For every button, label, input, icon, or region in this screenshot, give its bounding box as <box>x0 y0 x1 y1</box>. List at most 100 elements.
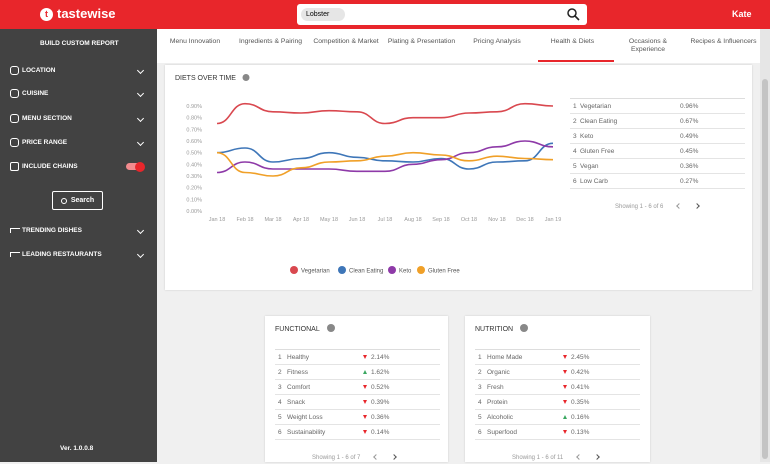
trend-row: 3 Comfort 0.52% <box>275 380 440 395</box>
trend-up <box>363 370 367 374</box>
prev-button[interactable] <box>676 203 683 209</box>
next-button[interactable] <box>594 454 601 460</box>
trend-down <box>563 430 567 434</box>
y-tick-label: 0.70% <box>186 127 202 133</box>
chevron[interactable] <box>136 114 145 123</box>
pagination-text: Showing 1 - 6 of 6 <box>615 204 664 210</box>
search-chip[interactable]: Lobster <box>301 8 346 21</box>
scrollbar[interactable] <box>760 29 770 462</box>
tab[interactable]: Competition & Market <box>313 38 379 45</box>
trend-down <box>363 385 367 389</box>
chevron[interactable] <box>136 250 145 259</box>
chains-toggle[interactable] <box>126 161 145 172</box>
x-tick-label: May 18 <box>320 217 338 223</box>
rank: 2 <box>278 368 282 376</box>
x-tick-label: Nov 18 <box>488 217 505 223</box>
rank: 3 <box>573 132 577 140</box>
next-button[interactable] <box>694 203 701 209</box>
prev-button[interactable] <box>373 454 380 460</box>
legend-label: Vegetarian <box>301 269 330 275</box>
user-name[interactable]: Kate <box>732 9 752 19</box>
rank: 1 <box>573 102 577 110</box>
diet-name: Low Carb <box>580 177 608 185</box>
tab[interactable]: Menu Innovation <box>169 38 221 45</box>
trend-row: 6 Sustainability 0.14% <box>275 425 440 440</box>
item-name: Home Made <box>487 353 523 361</box>
item-value: 0.36% <box>371 413 390 421</box>
tab[interactable]: Health & Diets <box>550 38 595 45</box>
y-tick-label: 0.40% <box>186 162 202 168</box>
item-value: 0.14% <box>371 428 390 436</box>
tab[interactable]: Occasions & Experience <box>628 38 668 53</box>
filter-icon <box>10 114 19 123</box>
legend-swatch <box>290 266 298 274</box>
rank: 1 <box>278 353 282 361</box>
legend-swatch <box>338 266 346 274</box>
trend-down <box>563 385 567 389</box>
scroll-thumb[interactable] <box>762 79 768 459</box>
ranking-table: 1 Vegetarian 0.96% 2 Clean Eating 0.67% 3 Keto 0… <box>570 98 745 213</box>
card-title: NUTRITION <box>475 326 514 333</box>
card-title: FUNCTIONAL <box>275 326 320 333</box>
y-tick-label: 0.80% <box>186 116 202 122</box>
tab[interactable]: Ingredients & Pairing <box>238 38 303 45</box>
diet-name: Vegetarian <box>580 102 612 110</box>
rank: 4 <box>573 147 577 155</box>
section-item[interactable]: LEADING RESTAURANTS <box>22 251 102 258</box>
toggle-knob <box>135 161 145 172</box>
filter-item[interactable]: LOCATION <box>22 67 56 74</box>
rank: 2 <box>573 117 577 125</box>
ranking-row: 1 Vegetarian 0.96% <box>570 99 745 114</box>
item-name: Sustainability <box>287 428 326 436</box>
item-name: Protein <box>487 398 508 406</box>
chevron[interactable] <box>136 138 145 147</box>
rank: 6 <box>573 177 577 185</box>
trend-table: 1 Healthy 2.14% 2 Fitness 1.62% 3 Comfort 0.52% 4… <box>275 349 440 440</box>
chevron[interactable] <box>136 66 145 75</box>
prev-button[interactable] <box>576 454 583 460</box>
search-icon[interactable] <box>567 8 580 21</box>
tab[interactable]: Pricing Analysis <box>473 38 521 45</box>
chart-card: DIETS OVER TIME 0.00% 0.10% 0.20% 0.30% 0.40%… <box>165 65 752 290</box>
diet-name: Gluten Free <box>580 147 615 155</box>
filter-icon <box>10 66 19 75</box>
search-button[interactable]: Search <box>52 191 103 210</box>
tab[interactable]: Plating & Presentation <box>387 38 456 45</box>
x-tick-label: Aug 18 <box>404 217 421 223</box>
filter-item[interactable]: CUISINE <box>22 90 49 97</box>
section-icon <box>10 228 20 233</box>
chevron[interactable] <box>136 226 145 235</box>
x-tick-label: Apr 18 <box>293 217 309 223</box>
x-tick-label: Sep 18 <box>432 217 449 223</box>
rank: 2 <box>478 368 482 376</box>
x-tick-label: Jan 18 <box>209 217 226 223</box>
search-box[interactable]: Lobster <box>297 4 587 25</box>
section-item[interactable]: TRENDING DISHES <box>22 227 82 234</box>
filter-item[interactable]: PRICE RANGE <box>22 139 68 146</box>
item-value: 2.45% <box>571 353 590 361</box>
item-value: 0.41% <box>571 383 590 391</box>
series-line <box>216 151 554 177</box>
next-button[interactable] <box>391 454 398 460</box>
item-value: 0.13% <box>571 428 590 436</box>
tab[interactable]: Recipes & Influencers <box>690 38 757 45</box>
item-value: 0.16% <box>571 413 590 421</box>
diet-value: 0.27% <box>680 177 699 185</box>
item-value: 2.14% <box>371 353 390 361</box>
diet-name: Keto <box>580 132 594 140</box>
rank: 5 <box>478 413 482 421</box>
item-name: Comfort <box>287 383 311 391</box>
table-rule <box>275 349 440 350</box>
filter-item[interactable]: MENU SECTION <box>22 115 72 122</box>
chains-icon <box>10 162 19 171</box>
pagination-text: Showing 1 - 6 of 7 <box>312 455 361 461</box>
section-icon <box>10 252 20 257</box>
trend-row: 4 Snack 0.39% <box>275 395 440 410</box>
legend-swatch <box>388 266 396 274</box>
rank: 6 <box>478 428 482 436</box>
legend-swatch <box>417 266 425 274</box>
trend-row: 5 Alcoholic 0.16% <box>475 410 640 425</box>
trend-row: 2 Fitness 1.62% <box>275 365 440 380</box>
info-icon <box>327 324 335 332</box>
chevron[interactable] <box>136 89 145 98</box>
